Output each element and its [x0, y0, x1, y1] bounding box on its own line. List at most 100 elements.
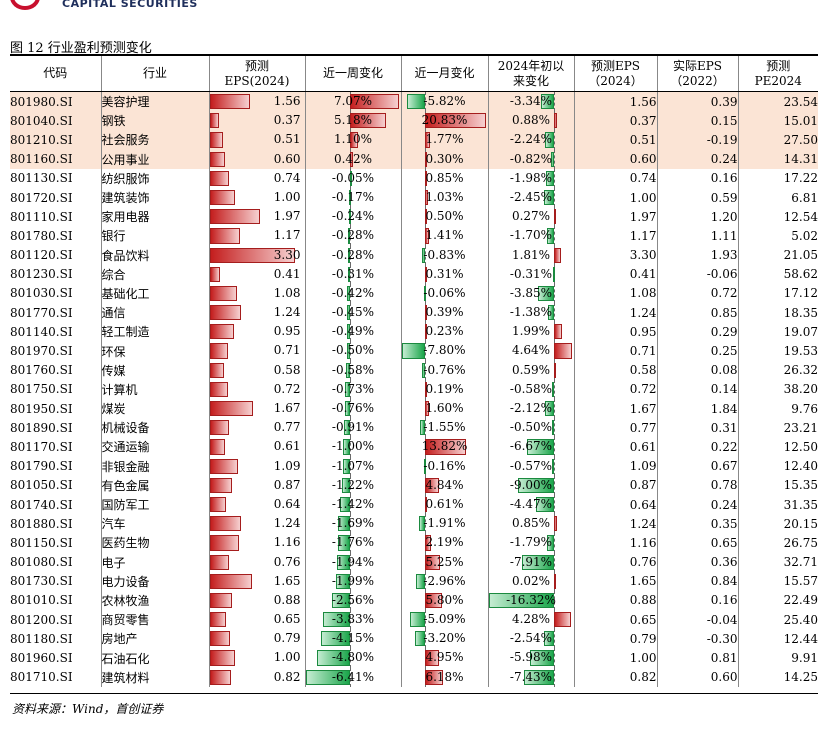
eps-value: 1.24 [273, 516, 301, 531]
week-change-bar [348, 228, 351, 244]
week-change-bar [350, 132, 358, 148]
cell-industry: 农林牧渔 [100, 590, 209, 611]
cell-eps-2024: 1.67 [573, 399, 657, 419]
cell-code: 801230.SI [10, 267, 73, 282]
week-change-value: 0.42% [333, 151, 373, 166]
cell-eps-2024: 1.00 [573, 648, 657, 668]
cell-code: 801720.SI [10, 190, 73, 205]
cell-eps-2022: 0.36 [656, 552, 738, 572]
table-row: 801720.SI 建筑装饰 1.00 -0.17% 1.03% -2.45% 1.00 0.… [10, 187, 818, 208]
top-rule [10, 54, 818, 56]
ytd-change-bar [522, 554, 554, 570]
month-change-value: 6.18% [425, 669, 464, 684]
table-row: 801010.SI 农林牧渔 0.88 -2.56% 5.80% -16.32% 0.88 0… [10, 590, 818, 611]
week-change-value: -2.56% [331, 592, 375, 607]
cell-ytd-change: -1.98% [487, 168, 574, 188]
month-change-value: -1.55% [423, 420, 466, 435]
month-change-value: 1.60% [425, 401, 464, 415]
cell-industry: 食品饮料 [100, 245, 209, 265]
eps-bar [209, 343, 228, 359]
month-change-value: 5.80% [425, 592, 464, 607]
ytd-change-axis-line [553, 149, 555, 169]
cell-industry: 银行 [100, 226, 209, 246]
cell-code: 801110.SI [10, 209, 73, 224]
ytd-change-bar [545, 401, 554, 417]
week-change-axis-line [350, 533, 352, 553]
cell-industry: 机械设备 [100, 418, 209, 438]
ytd-change-value: -1.98% [509, 170, 553, 185]
cell-industry: 商贸零售 [100, 610, 209, 630]
ytd-change-axis-line [553, 379, 555, 399]
cell-eps-forecast: 1.56 [208, 91, 305, 112]
week-change-bar [344, 401, 351, 417]
cell-eps-2024: 0.72 [573, 379, 657, 399]
cell-eps-forecast: 0.74 [208, 168, 305, 188]
cell-ytd-change: -7.91% [487, 552, 574, 572]
cell-pe-2024: 23.54 [737, 91, 818, 112]
eps-bar [209, 266, 221, 282]
cell-code: 801040.SI [10, 111, 101, 131]
week-change-bar [348, 247, 351, 263]
month-change-axis-line [424, 629, 426, 649]
cell-eps-2022: 0.08 [656, 360, 738, 380]
cell-week-change: 7.07% [304, 91, 401, 112]
cell-eps-2022: -0.04 [656, 610, 738, 630]
ytd-change-value: -7.91% [509, 554, 553, 569]
week-change-bar [316, 650, 351, 666]
week-change-axis-line [350, 437, 352, 457]
ytd-change-value: -16.32% [506, 592, 556, 607]
cell-week-change: -0.76% [304, 399, 401, 419]
cell-eps-2024: 0.64 [573, 494, 657, 515]
cell-eps-forecast: 1.09 [208, 456, 305, 476]
month-change-value: -1.91% [423, 516, 466, 531]
cell-industry: 汽车 [100, 514, 209, 534]
cell-eps-forecast: 1.16 [208, 533, 305, 553]
table-row: 801750.SI 计算机 0.72 -0.73% 0.19% -0.58% 0.72 0.1… [10, 379, 818, 399]
ytd-change-value: -2.24% [509, 132, 553, 147]
cell-eps-2022: 1.20 [656, 207, 738, 227]
eps-value: 1.17 [273, 228, 301, 243]
ytd-change-value: 0.88% [511, 113, 551, 128]
cell-pe-2024: 23.21 [737, 418, 818, 438]
ytd-change-axis-line [553, 283, 555, 304]
eps-value: 0.87 [273, 477, 301, 492]
eps-value: 0.88 [273, 592, 301, 607]
eps-value: 0.74 [273, 170, 301, 185]
cell-eps-forecast: 0.61 [208, 437, 305, 457]
eps-value: 1.65 [273, 573, 301, 588]
cell-code: 801050.SI [10, 478, 73, 493]
cell-eps-forecast: 0.82 [208, 667, 305, 687]
table-row: 801140.SI 轻工制造 0.95 -0.49% 0.23% 1.99% 0.95 0.2… [10, 322, 818, 342]
cell-code: 801760.SI [10, 363, 73, 378]
ytd-change-bar [553, 573, 556, 589]
cell-week-change: -1.94% [304, 552, 401, 572]
cell-eps-2022: 0.85 [656, 303, 738, 323]
cell-eps-2022: 0.16 [656, 590, 738, 611]
ytd-change-bar [527, 439, 554, 455]
week-change-bar [349, 189, 351, 206]
ytd-change-value: 0.85% [511, 516, 551, 531]
cell-industry: 房地产 [100, 629, 209, 649]
week-change-bar [348, 209, 351, 225]
month-change-bar [424, 228, 429, 244]
week-change-axis-line [350, 379, 352, 399]
cell-code: 801160.SI [10, 149, 101, 169]
cell-eps-2022: 0.25 [656, 341, 738, 361]
ytd-change-value: -1.70% [509, 228, 553, 243]
ytd-change-axis-line [553, 475, 555, 495]
week-change-value: -4.15% [331, 631, 375, 646]
week-change-value: -1.76% [331, 535, 375, 550]
cell-month-change: -3.20% [400, 629, 488, 649]
ytd-change-axis-line [553, 130, 555, 150]
week-change-bar [338, 516, 351, 532]
cell-week-change: -2.56% [304, 590, 401, 611]
cell-eps-forecast: 0.41 [208, 264, 305, 284]
ytd-change-value: -2.45% [509, 189, 553, 204]
cell-week-change: 1.10% [304, 130, 401, 150]
cell-month-change: 5.80% [400, 590, 488, 611]
ytd-change-axis-line [553, 418, 555, 438]
month-change-value: 4.84% [425, 477, 464, 492]
cell-industry: 纺织服饰 [100, 168, 209, 188]
eps-value: 1.67 [273, 401, 301, 415]
week-change-value: -0.45% [331, 305, 375, 320]
